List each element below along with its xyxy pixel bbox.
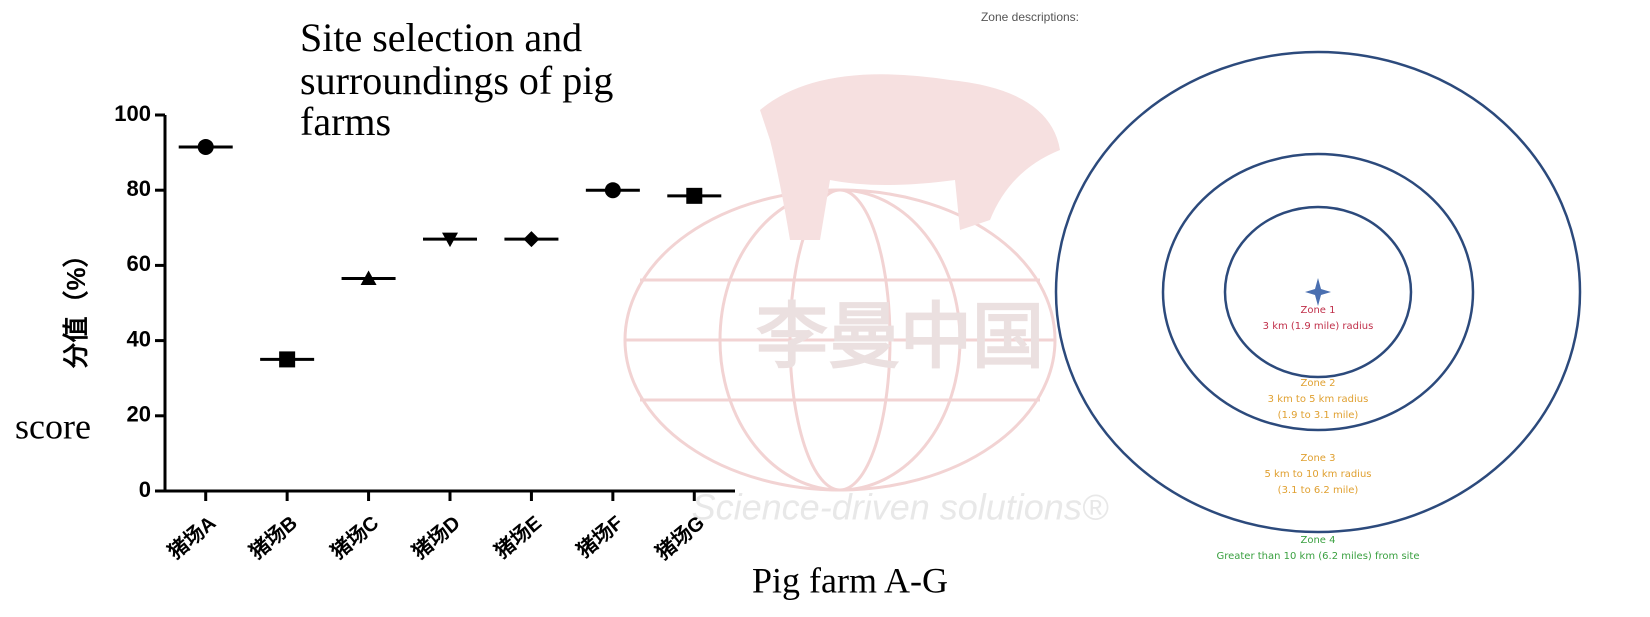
y-tick-label: 40 bbox=[127, 326, 151, 351]
data-point bbox=[442, 232, 458, 248]
zone-description: 5 km to 10 km radius bbox=[1265, 469, 1372, 480]
x-tick-label: 猪场C bbox=[326, 510, 383, 563]
zone-description: 3 km (1.9 mile) radius bbox=[1263, 321, 1374, 332]
zone-description: (1.9 to 3.1 mile) bbox=[1278, 410, 1359, 421]
watermark-text: 李曼中国 bbox=[756, 298, 1044, 378]
y-tick-label: 60 bbox=[127, 251, 151, 276]
y-tick-label: 80 bbox=[127, 176, 151, 201]
x-tick-label: 猪场E bbox=[490, 510, 546, 563]
watermark-slogan: Science-driven solutions® bbox=[692, 487, 1109, 528]
y-tick-label: 20 bbox=[127, 402, 151, 427]
zone-name: Zone 4 bbox=[1301, 535, 1336, 546]
zone-name: Zone 1 bbox=[1301, 305, 1336, 316]
data-point bbox=[523, 231, 540, 248]
x-tick-label: 猪场B bbox=[245, 510, 302, 563]
y-axis-label: 分值（%） bbox=[61, 241, 91, 368]
data-point bbox=[197, 138, 214, 155]
zone-name: Zone 2 bbox=[1301, 378, 1336, 389]
chart-title: Site selection and bbox=[300, 15, 582, 60]
y-tick-label: 0 bbox=[139, 477, 151, 502]
y-tick-label: 100 bbox=[114, 101, 151, 126]
data-point bbox=[360, 270, 377, 285]
zone-description: 3 km to 5 km radius bbox=[1268, 394, 1369, 405]
zone-name: Zone 3 bbox=[1301, 453, 1336, 464]
x-tick-label: 猪场A bbox=[163, 510, 220, 563]
data-point bbox=[604, 182, 621, 199]
chart-title: farms bbox=[300, 99, 391, 144]
zone-rings bbox=[1054, 50, 1582, 534]
annotation: score bbox=[15, 406, 91, 446]
data-point bbox=[279, 351, 296, 368]
x-tick-label: 猪场D bbox=[407, 510, 464, 563]
site-marker bbox=[1305, 278, 1331, 306]
data-point bbox=[686, 187, 703, 204]
x-tick-label: 猪场F bbox=[572, 510, 627, 562]
zone-description: (3.1 to 6.2 mile) bbox=[1278, 485, 1359, 496]
annotation: Pig farm A-G bbox=[752, 560, 948, 600]
chart-title: surroundings of pig bbox=[300, 58, 613, 103]
x-tick-label: 猪场G bbox=[651, 510, 709, 564]
watermark-graphic bbox=[623, 74, 1060, 492]
diagram-title: Zone descriptions: bbox=[981, 10, 1079, 24]
zone-description: Greater than 10 km (6.2 miles) from site bbox=[1216, 551, 1419, 562]
